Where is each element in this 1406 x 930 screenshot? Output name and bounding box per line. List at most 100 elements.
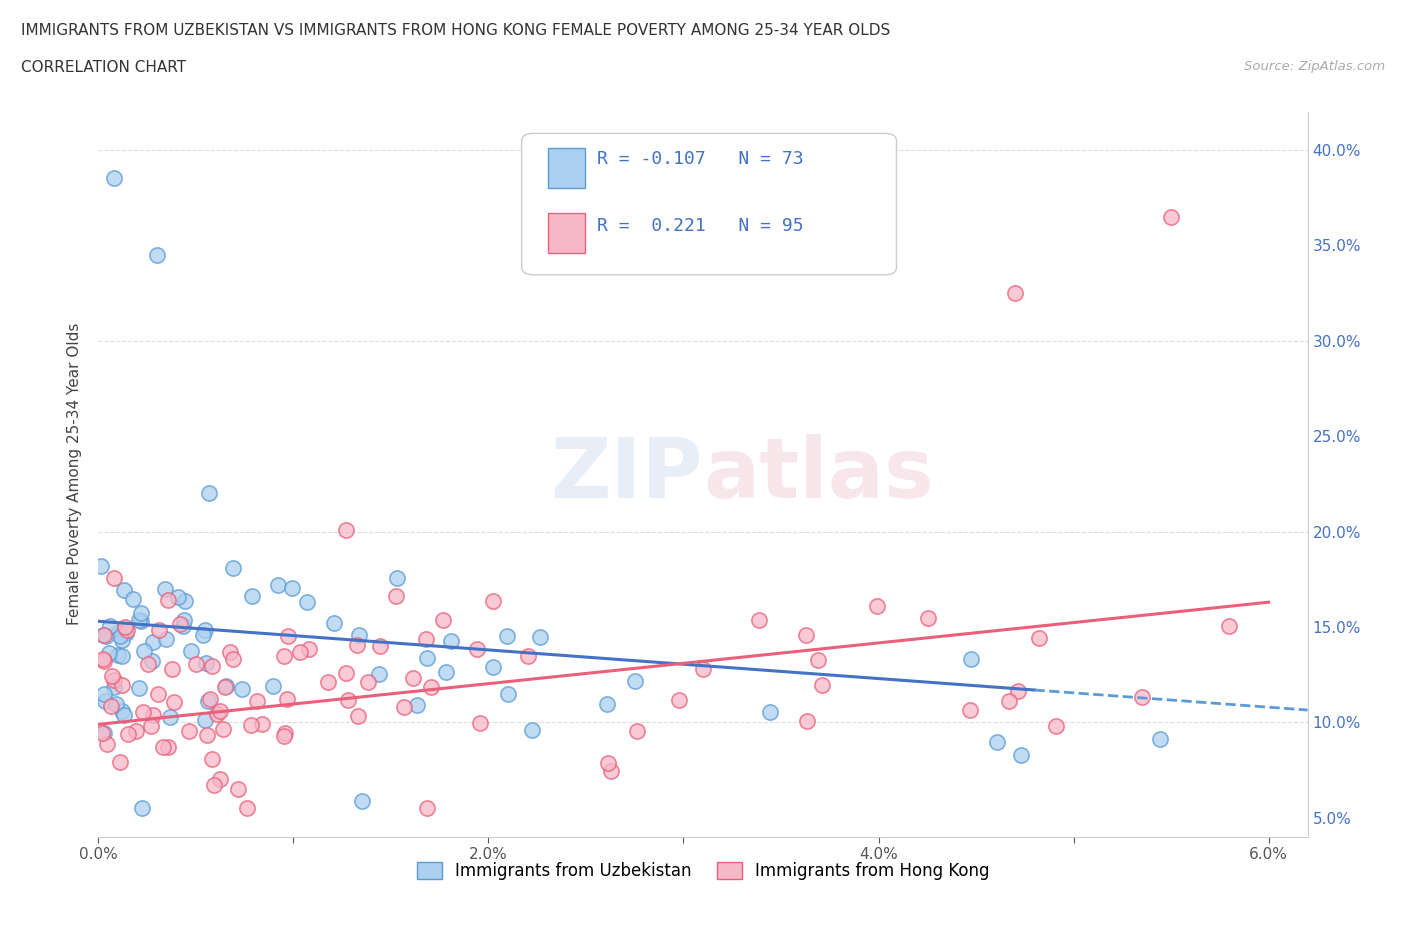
Point [465, 642, 488, 657]
Point [370, 639, 392, 654]
Point [468, 715, 491, 730]
Point [482, 659, 505, 674]
Point [169, 617, 191, 631]
Point [160, 662, 183, 677]
Point [131, 801, 153, 816]
Point [111, 648, 134, 663]
Point [110, 629, 132, 644]
Point [276, 691, 298, 706]
Y-axis label: Female Poverty Among 25-34 Year Olds: Female Poverty Among 25-34 Year Olds [67, 323, 83, 626]
Point [112, 708, 135, 723]
Point [219, 644, 242, 659]
Point [205, 707, 228, 722]
Point [406, 698, 429, 712]
Point [125, 724, 148, 738]
Point [197, 694, 219, 709]
Point [796, 628, 818, 643]
Point [198, 486, 221, 501]
Point [103, 171, 125, 186]
Point [111, 632, 134, 647]
Point [1028, 631, 1050, 645]
Point [103, 672, 125, 687]
Point [415, 650, 437, 665]
Point [222, 560, 245, 575]
Point [1007, 684, 1029, 698]
Point [198, 692, 221, 707]
Point [440, 634, 463, 649]
Point [250, 716, 273, 731]
Point [211, 721, 233, 736]
Point [322, 616, 344, 631]
Point [159, 710, 181, 724]
Point [177, 724, 200, 738]
Point [156, 739, 179, 754]
Point [281, 580, 304, 595]
Point [668, 693, 690, 708]
Point [236, 801, 259, 816]
Point [274, 726, 297, 741]
Point [107, 625, 129, 640]
Point [129, 614, 152, 629]
Point [115, 625, 138, 640]
Point [482, 593, 505, 608]
Point [273, 728, 295, 743]
Point [222, 651, 245, 666]
Legend: Immigrants from Uzbekistan, Immigrants from Hong Kong: Immigrants from Uzbekistan, Immigrants f… [411, 856, 995, 886]
Point [420, 679, 443, 694]
Point [346, 709, 368, 724]
Text: atlas: atlas [703, 433, 934, 515]
Point [262, 678, 284, 693]
Point [114, 583, 136, 598]
Point [167, 590, 190, 604]
Point [128, 681, 150, 696]
FancyBboxPatch shape [522, 133, 897, 275]
Point [866, 599, 889, 614]
Point [93, 628, 115, 643]
Point [117, 726, 139, 741]
Point [90, 559, 112, 574]
Text: CORRELATION CHART: CORRELATION CHART [21, 60, 186, 75]
Point [91, 652, 114, 667]
Point [100, 698, 122, 713]
Point [139, 719, 162, 734]
Point [432, 613, 454, 628]
Point [101, 669, 124, 684]
Point [748, 613, 770, 628]
Point [1010, 747, 1032, 762]
Point [114, 620, 136, 635]
Point [415, 801, 437, 816]
Text: Source: ZipAtlas.com: Source: ZipAtlas.com [1244, 60, 1385, 73]
Point [117, 623, 139, 638]
Text: IMMIGRANTS FROM UZBEKISTAN VS IMMIGRANTS FROM HONG KONG FEMALE POVERTY AMONG 25-: IMMIGRANTS FROM UZBEKISTAN VS IMMIGRANTS… [21, 23, 890, 38]
Point [157, 592, 180, 607]
Point [273, 649, 295, 664]
Point [796, 713, 818, 728]
Point [148, 622, 170, 637]
Point [202, 777, 225, 792]
Point [626, 724, 648, 739]
Point [194, 656, 217, 671]
Point [134, 644, 156, 658]
Point [1045, 719, 1067, 734]
Point [98, 645, 121, 660]
Point [415, 631, 437, 646]
Point [172, 618, 194, 633]
Point [111, 677, 134, 692]
Text: ZIP: ZIP [551, 433, 703, 515]
Point [811, 678, 834, 693]
Point [335, 523, 357, 538]
Point [142, 708, 165, 723]
Point [1130, 689, 1153, 704]
Point [146, 686, 169, 701]
Point [595, 697, 617, 711]
Point [103, 570, 125, 585]
Point [93, 654, 115, 669]
Point [316, 674, 339, 689]
Point [516, 648, 538, 663]
Point [128, 612, 150, 627]
Text: R =  0.221   N = 95: R = 0.221 N = 95 [596, 218, 803, 235]
Point [180, 644, 202, 658]
Point [155, 631, 177, 646]
Point [357, 674, 380, 689]
Point [186, 657, 208, 671]
